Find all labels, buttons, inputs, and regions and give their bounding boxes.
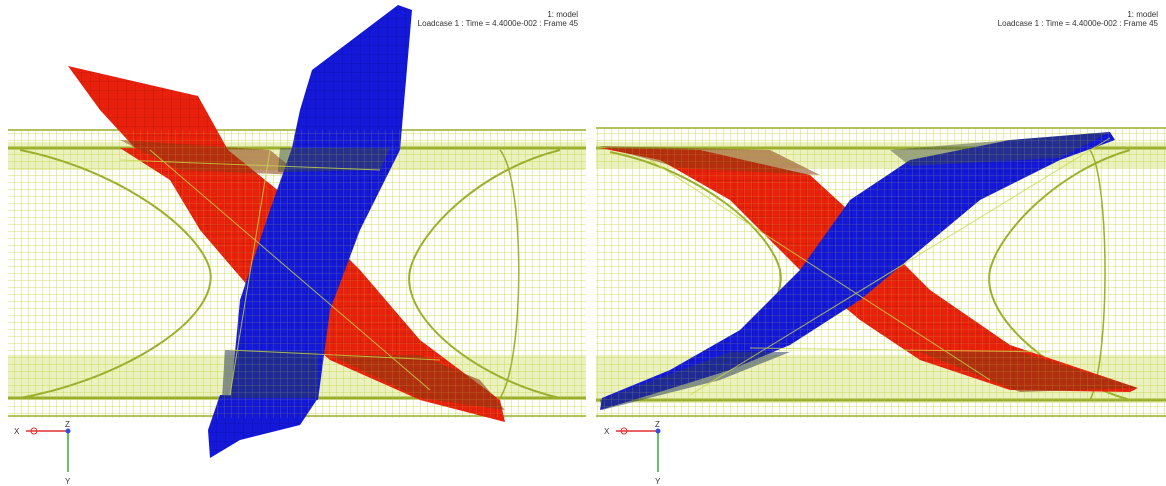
axis-y-label: Y — [655, 477, 661, 486]
viewport-divider[interactable] — [586, 0, 590, 486]
mesh-overlay-grid — [8, 130, 586, 418]
axis-triad-right: X Y Z — [604, 420, 661, 486]
axis-origin-icon — [655, 428, 661, 434]
axis-y-label: Y — [65, 477, 71, 486]
loadcase-label: Loadcase 1 : Time = 4.4000e-002 : Frame … — [417, 19, 578, 28]
loadcase-label: Loadcase 1 : Time = 4.4000e-002 : Frame … — [997, 19, 1158, 28]
model-label: 1: model — [1127, 10, 1158, 19]
model-render-right[interactable]: X Y Z — [590, 0, 1166, 486]
viewport-right[interactable]: X Y Z 1: model Loadcase 1 : Time = 4.400… — [590, 0, 1166, 486]
axis-x-label: X — [604, 427, 610, 436]
mesh-overlay-grid — [596, 128, 1166, 418]
model-render-left[interactable]: X Y Z — [0, 0, 586, 486]
axis-x-label: X — [14, 427, 20, 436]
axis-x-marker-icon — [620, 427, 628, 435]
model-label: 1: model — [547, 10, 578, 19]
axis-z-label: Z — [655, 420, 660, 429]
blue-part-upper — [292, 5, 412, 150]
axis-origin-icon — [65, 428, 71, 434]
axis-z-label: Z — [65, 420, 70, 429]
axis-x-marker-icon — [30, 427, 38, 435]
viewport-left[interactable]: X Y Z 1: model Loadcase 1 : Time = 4.400… — [0, 0, 586, 486]
axis-triad-left: X Y Z — [14, 420, 71, 486]
